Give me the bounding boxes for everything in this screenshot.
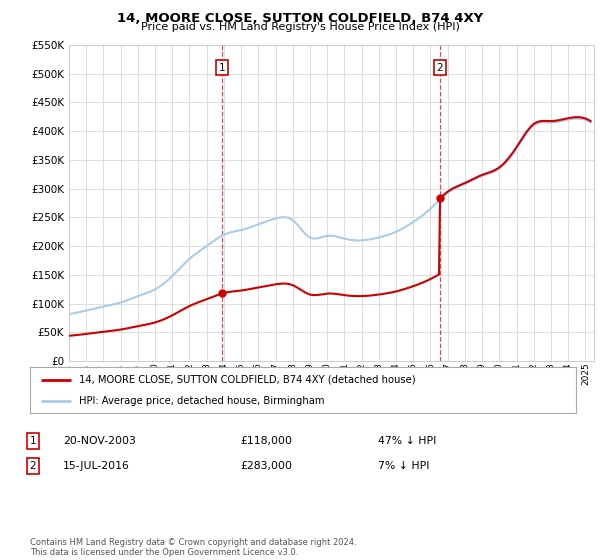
- Text: 20-NOV-2003: 20-NOV-2003: [63, 436, 136, 446]
- Text: Contains HM Land Registry data © Crown copyright and database right 2024.
This d: Contains HM Land Registry data © Crown c…: [30, 538, 356, 557]
- Text: £283,000: £283,000: [240, 461, 292, 471]
- Text: 14, MOORE CLOSE, SUTTON COLDFIELD, B74 4XY (detached house): 14, MOORE CLOSE, SUTTON COLDFIELD, B74 4…: [79, 375, 416, 385]
- Text: Price paid vs. HM Land Registry's House Price Index (HPI): Price paid vs. HM Land Registry's House …: [140, 22, 460, 32]
- Text: HPI: Average price, detached house, Birmingham: HPI: Average price, detached house, Birm…: [79, 396, 325, 406]
- Text: 2: 2: [437, 63, 443, 73]
- Text: 7% ↓ HPI: 7% ↓ HPI: [378, 461, 430, 471]
- Text: 14, MOORE CLOSE, SUTTON COLDFIELD, B74 4XY: 14, MOORE CLOSE, SUTTON COLDFIELD, B74 4…: [117, 12, 483, 25]
- Text: 15-JUL-2016: 15-JUL-2016: [63, 461, 130, 471]
- Text: £118,000: £118,000: [240, 436, 292, 446]
- Text: 47% ↓ HPI: 47% ↓ HPI: [378, 436, 436, 446]
- Text: 1: 1: [29, 436, 37, 446]
- Text: 2: 2: [29, 461, 37, 471]
- Text: 1: 1: [219, 63, 226, 73]
